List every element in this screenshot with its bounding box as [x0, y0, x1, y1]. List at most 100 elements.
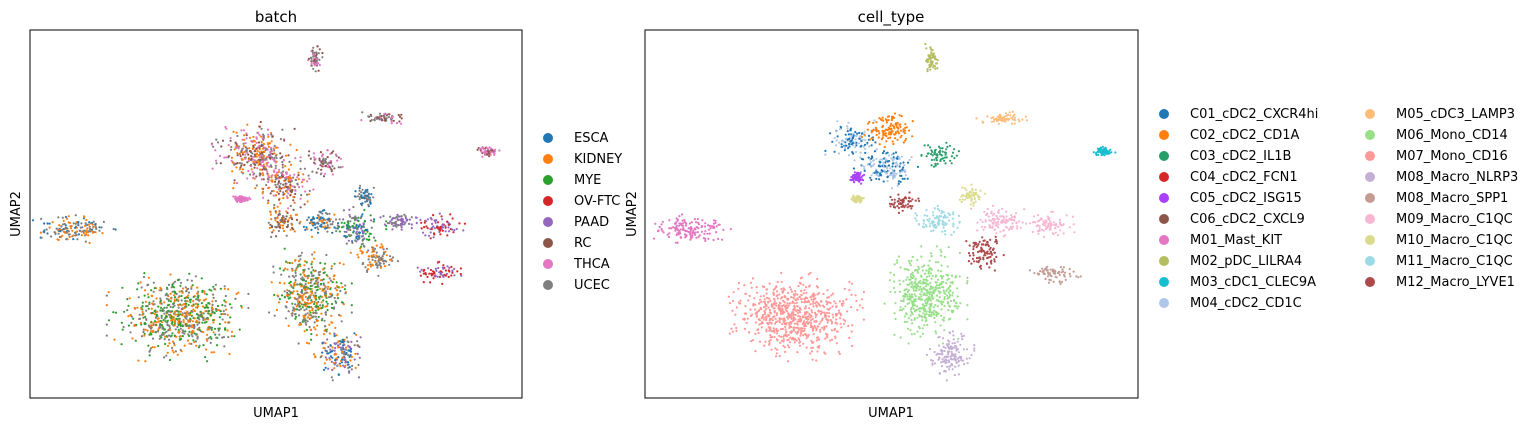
data-point: [983, 254, 986, 257]
data-point: [232, 130, 235, 133]
data-point: [369, 201, 372, 204]
data-point: [342, 263, 345, 266]
data-point: [907, 129, 911, 132]
data-point: [361, 239, 364, 242]
data-point: [892, 156, 895, 159]
data-point: [324, 305, 327, 308]
data-point: [897, 193, 900, 196]
data-point: [935, 215, 939, 218]
data-point: [949, 159, 952, 162]
data-point: [317, 296, 320, 299]
data-point: [863, 169, 866, 172]
data-point: [925, 47, 928, 50]
data-point: [121, 286, 124, 289]
data-point: [275, 194, 278, 197]
data-point: [289, 296, 292, 299]
data-point: [761, 315, 764, 318]
data-point: [191, 335, 194, 338]
data-point: [333, 306, 336, 309]
data-point: [673, 226, 677, 230]
data-point: [996, 220, 1000, 224]
data-point: [426, 275, 429, 278]
data-point: [163, 312, 166, 315]
data-point: [722, 228, 725, 231]
data-point: [427, 234, 431, 237]
data-point: [379, 266, 383, 269]
data-point: [970, 183, 973, 186]
data-point: [312, 311, 315, 314]
data-point: [58, 235, 62, 239]
data-point: [157, 330, 160, 333]
data-point: [406, 218, 409, 221]
data-point: [348, 366, 351, 369]
data-point: [372, 196, 375, 199]
data-point: [259, 161, 263, 164]
data-point: [849, 178, 852, 181]
data-point: [778, 334, 781, 338]
data-point: [802, 283, 805, 286]
data-point: [668, 219, 671, 222]
data-point: [370, 226, 373, 229]
data-point: [433, 227, 436, 230]
data-point: [343, 222, 346, 225]
data-point: [91, 230, 94, 233]
data-point: [274, 217, 277, 220]
data-point: [120, 321, 123, 324]
data-point: [304, 282, 307, 286]
data-point: [59, 230, 62, 233]
point-cluster: [888, 191, 921, 214]
data-point: [863, 143, 867, 146]
data-point: [361, 242, 364, 245]
data-point: [891, 115, 894, 118]
data-point: [810, 350, 814, 353]
data-point: [366, 188, 369, 191]
data-point: [929, 54, 932, 57]
data-point: [681, 219, 684, 222]
data-point: [221, 336, 224, 339]
data-point: [269, 192, 272, 195]
data-point: [313, 270, 316, 273]
data-point: [366, 264, 370, 267]
data-point: [234, 197, 237, 200]
data-point: [1012, 218, 1016, 222]
data-point: [261, 187, 264, 190]
data-point: [335, 289, 338, 292]
data-point: [228, 352, 231, 355]
data-point: [1036, 220, 1040, 223]
data-point: [160, 336, 163, 339]
data-point: [267, 187, 270, 190]
data-point: [317, 52, 320, 55]
data-point: [84, 222, 87, 225]
data-point: [173, 280, 177, 283]
data-point: [360, 215, 363, 218]
data-point: [859, 156, 862, 159]
data-point: [289, 180, 292, 183]
data-point: [312, 188, 315, 191]
data-point: [250, 159, 253, 162]
data-point: [873, 163, 876, 166]
data-point: [170, 319, 173, 322]
data-point: [276, 146, 279, 149]
data-point: [324, 158, 327, 161]
data-point: [857, 177, 860, 180]
data-point: [739, 299, 742, 302]
data-point: [294, 157, 297, 160]
data-point: [285, 186, 289, 189]
data-point: [181, 291, 184, 294]
data-point: [355, 333, 358, 336]
data-point: [326, 165, 330, 169]
data-point: [173, 324, 176, 327]
data-point: [963, 187, 967, 190]
data-point: [453, 274, 456, 277]
data-point: [890, 119, 894, 122]
data-point: [182, 319, 185, 322]
data-point: [177, 322, 180, 325]
data-point: [898, 114, 901, 117]
data-point: [197, 298, 200, 301]
data-point: [309, 290, 312, 293]
data-point: [438, 275, 441, 278]
data-point: [249, 198, 252, 201]
data-point: [77, 221, 80, 224]
data-point: [1069, 275, 1072, 278]
data-point: [875, 170, 878, 173]
